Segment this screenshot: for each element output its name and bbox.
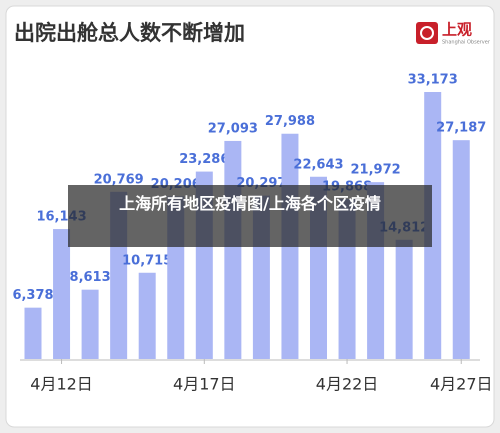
bar xyxy=(138,272,156,359)
value-label: 10,715 xyxy=(122,253,172,268)
value-label: 6,378 xyxy=(12,288,53,303)
chart-title: 出院出舱总人数不断增加 xyxy=(14,21,245,45)
bar xyxy=(452,140,470,359)
value-label: 27,187 xyxy=(436,121,486,136)
logo-icon xyxy=(416,22,438,44)
value-label: 20,769 xyxy=(94,172,144,187)
value-label: 22,643 xyxy=(293,157,343,172)
bar xyxy=(424,92,442,359)
x-tick-label: 4月12日 xyxy=(30,375,93,394)
bar xyxy=(395,239,413,359)
bar xyxy=(53,229,71,359)
x-tick-label: 4月22日 xyxy=(316,375,379,394)
value-label: 21,972 xyxy=(351,163,401,178)
bar xyxy=(224,140,242,359)
x-tick-label: 4月27日 xyxy=(430,375,493,394)
value-label: 27,093 xyxy=(208,121,258,136)
logo-subtitle: Shanghai Observer xyxy=(442,40,491,46)
bar xyxy=(81,289,99,359)
logo-icon-ring xyxy=(420,26,434,40)
value-label: 27,988 xyxy=(265,114,315,129)
overlay-caption: 上海所有地区疫情图/上海各个区疫情 xyxy=(68,185,432,247)
logo-text: 上观 xyxy=(442,21,472,39)
value-label: 8,613 xyxy=(70,270,111,285)
x-tick-label: 4月17日 xyxy=(173,375,236,394)
value-label: 23,286 xyxy=(179,152,229,167)
value-label: 33,173 xyxy=(408,73,458,88)
bar xyxy=(24,307,42,359)
